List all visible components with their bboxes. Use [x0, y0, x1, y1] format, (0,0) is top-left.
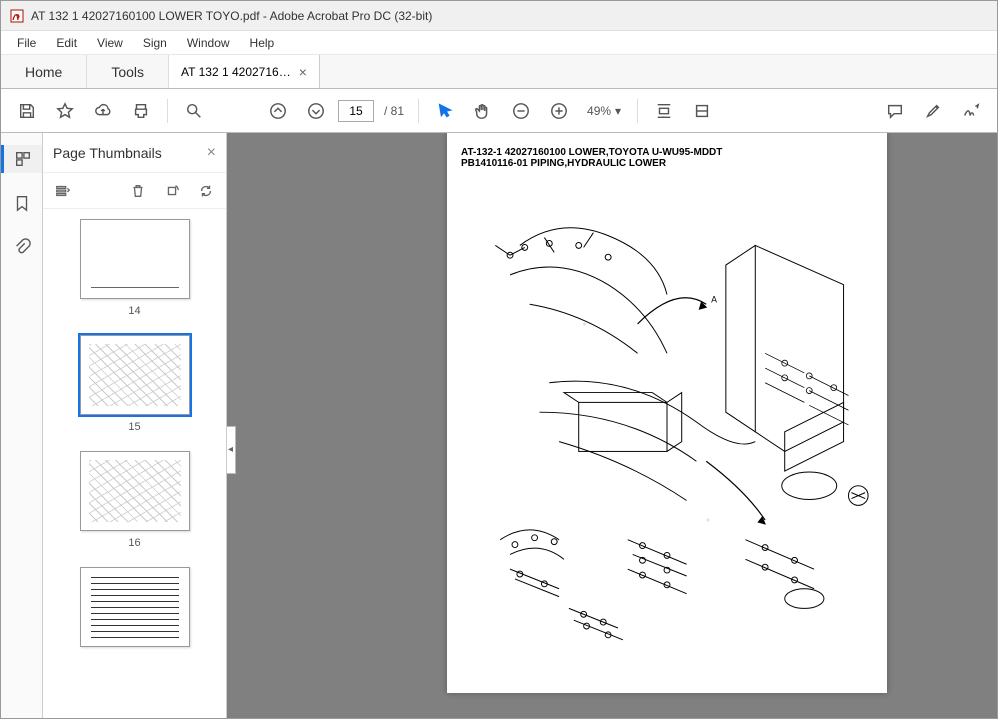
menu-bar: File Edit View Sign Window Help: [1, 31, 997, 55]
attachment-rail-icon[interactable]: [8, 233, 36, 261]
tab-document-label: AT 132 1 4202716…: [181, 65, 291, 79]
separator: [418, 99, 419, 123]
thumbnail-page-next[interactable]: [80, 567, 190, 647]
zoom-out-icon[interactable]: [505, 95, 537, 127]
fit-width-icon[interactable]: [648, 95, 680, 127]
cloud-upload-icon[interactable]: [87, 95, 119, 127]
zoom-in-icon[interactable]: [543, 95, 575, 127]
page-heading-1: AT-132-1 42027160100 LOWER,TOYOTA U-WU95…: [461, 147, 873, 158]
collapse-panel-icon[interactable]: ◂: [227, 426, 236, 474]
separator: [637, 99, 638, 123]
menu-view[interactable]: View: [89, 34, 131, 52]
sign-icon[interactable]: [955, 95, 987, 127]
thumbnail-item[interactable]: 14: [43, 219, 226, 317]
thumbnail-page-16[interactable]: [80, 451, 190, 531]
thumbnail-item[interactable]: 15: [43, 335, 226, 433]
tab-document[interactable]: AT 132 1 4202716… ×: [169, 55, 320, 88]
thumb-options-icon[interactable]: [51, 179, 75, 203]
refresh-icon[interactable]: [194, 179, 218, 203]
thumbnails-header: Page Thumbnails ×: [43, 133, 226, 173]
window-title: AT 132 1 42027160100 LOWER TOYO.pdf - Ad…: [31, 9, 432, 23]
search-icon[interactable]: [178, 95, 210, 127]
thumbnails-rail-icon[interactable]: [1, 145, 42, 173]
tab-tools[interactable]: Tools: [87, 55, 169, 88]
separator: [167, 99, 168, 123]
page-number-input[interactable]: [338, 100, 374, 122]
thumbnail-item[interactable]: 16: [43, 451, 226, 549]
page-heading-2: PB1410116-01 PIPING,HYDRAULIC LOWER: [461, 158, 873, 169]
delete-page-icon[interactable]: [126, 179, 150, 203]
thumbnail-item[interactable]: [43, 567, 226, 647]
thumbnail-label: 14: [128, 305, 140, 317]
main-area: Page Thumbnails × 14 15 16: [1, 133, 997, 718]
hand-icon[interactable]: [467, 95, 499, 127]
thumbnails-panel: Page Thumbnails × 14 15 16: [43, 133, 227, 718]
tab-home[interactable]: Home: [1, 55, 87, 88]
menu-window[interactable]: Window: [179, 34, 238, 52]
page-down-icon[interactable]: [300, 95, 332, 127]
menu-edit[interactable]: Edit: [48, 34, 85, 52]
pointer-icon[interactable]: [429, 95, 461, 127]
thumbnail-page-15[interactable]: [80, 335, 190, 415]
page-up-icon[interactable]: [262, 95, 294, 127]
page-total-label: / 81: [380, 104, 408, 118]
chevron-down-icon: ▾: [615, 104, 621, 118]
fit-page-icon[interactable]: [686, 95, 718, 127]
thumbnails-toolbar: [43, 173, 226, 209]
svg-text:A: A: [711, 294, 717, 304]
thumbnail-label: 15: [128, 421, 140, 433]
thumbnail-page-14[interactable]: [80, 219, 190, 299]
tab-row: Home Tools AT 132 1 4202716… ×: [1, 55, 997, 89]
menu-help[interactable]: Help: [242, 34, 283, 52]
thumbnails-title: Page Thumbnails: [53, 145, 162, 161]
star-icon[interactable]: [49, 95, 81, 127]
highlight-icon[interactable]: [917, 95, 949, 127]
print-icon[interactable]: [125, 95, 157, 127]
close-tab-icon[interactable]: ×: [299, 64, 307, 80]
title-bar: AT 132 1 42027160100 LOWER TOYO.pdf - Ad…: [1, 1, 997, 31]
bookmark-rail-icon[interactable]: [8, 189, 36, 217]
technical-diagram: A: [461, 177, 873, 667]
menu-sign[interactable]: Sign: [135, 34, 175, 52]
zoom-dropdown[interactable]: 49% ▾: [581, 104, 627, 118]
zoom-value: 49%: [587, 104, 611, 118]
rotate-page-icon[interactable]: [160, 179, 184, 203]
acrobat-icon: [9, 8, 25, 24]
left-rail: [1, 133, 43, 718]
save-icon[interactable]: [11, 95, 43, 127]
thumbnails-list[interactable]: 14 15 16: [43, 209, 226, 718]
close-panel-icon[interactable]: ×: [207, 144, 216, 162]
comment-icon[interactable]: [879, 95, 911, 127]
document-viewer[interactable]: ◂ AT-132-1 42027160100 LOWER,TOYOTA U-WU…: [227, 133, 997, 718]
pdf-page: AT-132-1 42027160100 LOWER,TOYOTA U-WU95…: [447, 133, 887, 693]
toolbar: / 81 49% ▾: [1, 89, 997, 133]
menu-file[interactable]: File: [9, 34, 44, 52]
thumbnail-label: 16: [128, 537, 140, 549]
